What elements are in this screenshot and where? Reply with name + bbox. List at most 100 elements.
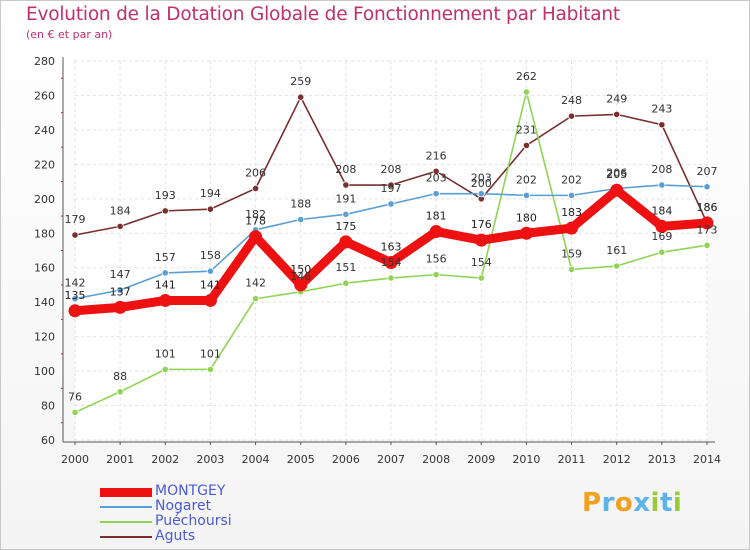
proxiti-logo: Proxiti — [582, 488, 682, 518]
legend-swatch — [100, 521, 152, 523]
data-label: 158 — [200, 249, 221, 262]
data-point — [658, 121, 666, 129]
data-label: 154 — [471, 256, 492, 269]
data-point — [342, 279, 350, 287]
data-label: 154 — [381, 256, 402, 269]
y-tick-label: 60 — [41, 434, 55, 447]
data-label: 179 — [65, 213, 86, 226]
legend-swatch — [100, 488, 152, 497]
data-label: 184 — [110, 204, 131, 217]
logo-letter: P — [582, 488, 602, 518]
data-label: 191 — [335, 192, 356, 205]
y-tick-label: 80 — [41, 400, 55, 413]
data-label: 206 — [245, 166, 266, 179]
data-point — [567, 112, 576, 120]
data-label: 243 — [651, 103, 672, 116]
data-point — [113, 300, 127, 314]
data-point — [567, 265, 576, 274]
data-label: 161 — [606, 244, 627, 257]
data-point — [522, 141, 531, 150]
data-point — [432, 167, 440, 175]
data-label: 151 — [335, 261, 356, 274]
data-point — [161, 365, 169, 373]
data-label: 156 — [426, 253, 447, 266]
data-point — [251, 295, 260, 303]
data-point — [474, 233, 488, 247]
data-point — [116, 286, 124, 294]
x-tick-label: 2013 — [648, 453, 676, 466]
data-point — [522, 88, 531, 96]
legend-label: Aguts — [155, 528, 196, 544]
legend-label: MONTGEY — [155, 483, 226, 499]
data-label: 178 — [245, 215, 266, 228]
data-label: 101 — [155, 347, 176, 360]
data-point — [68, 304, 82, 318]
data-point — [658, 248, 666, 256]
x-tick-label: 2007 — [377, 453, 405, 466]
x-tick-label: 2014 — [693, 453, 721, 466]
data-label: 101 — [200, 347, 221, 360]
data-label: 137 — [110, 285, 131, 298]
x-tick-label: 2005 — [287, 453, 315, 466]
logo-letter: o — [614, 488, 634, 518]
y-tick-label: 140 — [34, 296, 55, 309]
logo-letter: r — [601, 488, 615, 518]
y-tick-label: 160 — [34, 262, 55, 275]
data-label: 249 — [606, 92, 627, 105]
data-label: 135 — [65, 289, 86, 302]
data-point — [206, 365, 215, 373]
data-label: 203 — [426, 172, 447, 185]
x-tick-label: 2003 — [196, 453, 224, 466]
data-point — [384, 256, 398, 270]
data-point — [116, 222, 124, 230]
data-label: 141 — [155, 278, 176, 291]
data-label: 200 — [471, 177, 492, 190]
data-label: 186 — [697, 201, 718, 214]
data-label: 205 — [606, 168, 627, 181]
data-label: 146 — [290, 270, 311, 283]
data-point — [522, 191, 531, 199]
data-label: 231 — [516, 123, 537, 136]
data-point — [297, 215, 305, 224]
data-point — [249, 230, 263, 244]
x-tick-label: 2001 — [106, 453, 134, 466]
data-point — [387, 200, 395, 208]
data-point — [71, 231, 79, 239]
data-label: 202 — [516, 173, 537, 186]
data-point — [342, 210, 350, 218]
plot-area — [75, 61, 707, 440]
data-label: 142 — [65, 277, 86, 290]
data-point — [71, 295, 79, 303]
data-label: 157 — [155, 251, 176, 264]
data-label: 182 — [245, 208, 266, 221]
data-label: 186 — [697, 201, 718, 214]
data-label: 169 — [651, 230, 672, 243]
x-tick-label: 2009 — [467, 453, 495, 466]
x-tick-label: 2006 — [332, 453, 360, 466]
data-point — [432, 190, 440, 198]
legend-label: Nogaret — [155, 498, 212, 514]
y-tick-label: 280 — [34, 55, 55, 68]
y-tick-label: 120 — [34, 331, 55, 344]
data-point — [703, 183, 711, 191]
y-tick-label: 260 — [34, 89, 55, 102]
data-label: 197 — [381, 182, 402, 195]
data-label: 216 — [426, 149, 447, 162]
logo-letter: i — [650, 488, 660, 518]
data-point — [613, 262, 621, 270]
data-label: 175 — [335, 220, 356, 233]
x-tick-label: 2010 — [512, 453, 540, 466]
data-point — [297, 93, 305, 101]
data-point — [116, 388, 124, 396]
data-point — [206, 267, 215, 275]
data-label: 262 — [516, 70, 537, 83]
data-label: 150 — [290, 263, 311, 276]
legend-swatch — [100, 506, 152, 508]
chart-subtitle: (en € et par an) — [26, 28, 113, 41]
data-label: 202 — [561, 173, 582, 186]
data-point — [203, 293, 217, 307]
data-label: 207 — [697, 165, 718, 178]
data-label: 176 — [471, 218, 492, 231]
x-tick-label: 2002 — [151, 453, 179, 466]
